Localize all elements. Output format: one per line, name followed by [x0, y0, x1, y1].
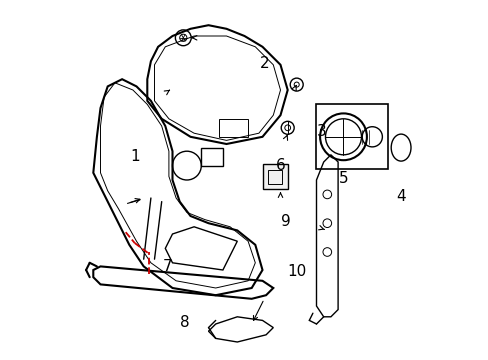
Text: 2: 2	[259, 55, 268, 71]
PathPatch shape	[262, 164, 287, 189]
Bar	[219, 119, 247, 137]
Text: 6: 6	[275, 158, 285, 173]
Text: 10: 10	[286, 264, 305, 279]
Bar	[316, 104, 387, 169]
Text: 4: 4	[395, 189, 405, 204]
Text: 7: 7	[162, 259, 172, 274]
Text: 3: 3	[316, 124, 326, 139]
Text: 1: 1	[130, 149, 139, 164]
Text: 5: 5	[338, 171, 347, 186]
Bar	[201, 148, 223, 166]
Text: 8: 8	[180, 315, 189, 330]
Bar	[267, 170, 282, 184]
Text: 9: 9	[281, 214, 290, 229]
